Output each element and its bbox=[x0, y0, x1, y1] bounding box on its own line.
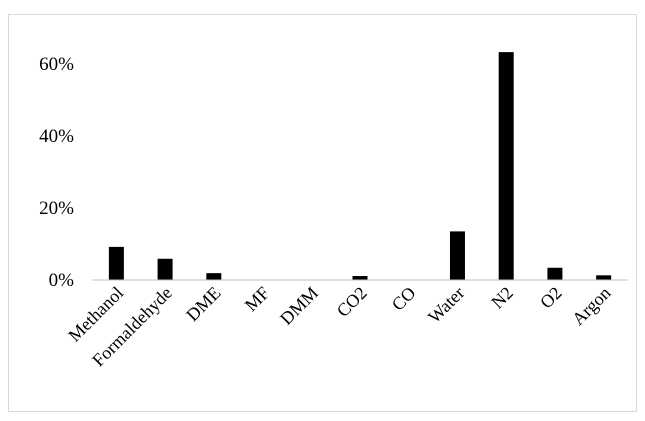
bar-co2 bbox=[352, 276, 368, 280]
x-category-label: N2 bbox=[487, 283, 517, 313]
chart-frame bbox=[8, 14, 637, 412]
x-category-label: DMM bbox=[276, 283, 322, 329]
y-tick-label: 20% bbox=[39, 198, 74, 219]
y-tick-label: 0% bbox=[49, 270, 75, 291]
bar-methanol bbox=[108, 246, 124, 280]
bars bbox=[108, 52, 612, 281]
bar-water bbox=[449, 231, 465, 280]
x-category-label: O2 bbox=[536, 283, 566, 313]
y-axis-ticks: 0% 20% 40% 60% bbox=[39, 54, 74, 291]
x-category-label: CO2 bbox=[333, 283, 371, 321]
x-category-label: DME bbox=[182, 283, 224, 325]
bar-argon bbox=[596, 275, 612, 280]
bar-dme bbox=[206, 273, 222, 280]
bar-formaldehyde bbox=[157, 258, 173, 280]
bar-n2 bbox=[498, 52, 514, 281]
y-tick-label: 60% bbox=[39, 54, 74, 75]
x-category-label: Water bbox=[424, 283, 468, 327]
x-category-label: Argon bbox=[568, 283, 614, 329]
x-category-label: MF bbox=[241, 283, 274, 316]
y-tick-label: 40% bbox=[39, 126, 74, 147]
bar-o2 bbox=[547, 267, 563, 280]
x-category-label: CO bbox=[388, 283, 420, 315]
